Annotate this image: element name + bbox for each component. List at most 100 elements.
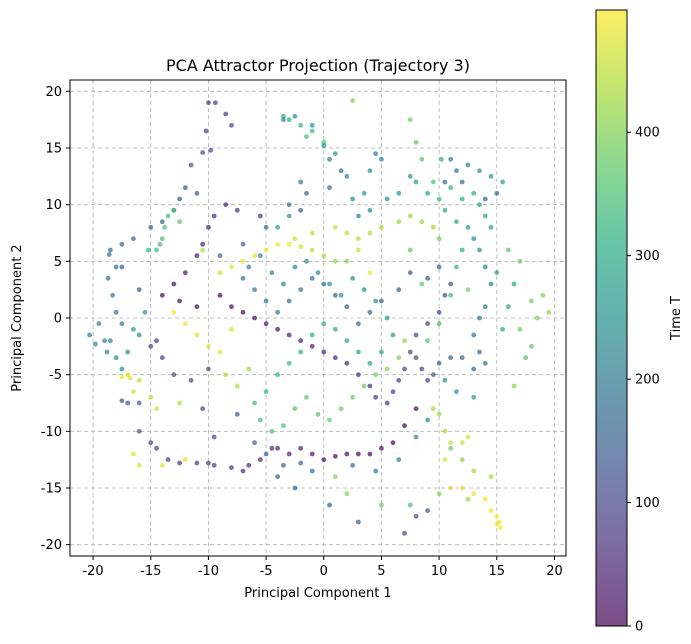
- scatter-point: [240, 468, 246, 474]
- scatter-point: [182, 457, 188, 463]
- scatter-point: [286, 202, 292, 208]
- scatter-point: [511, 383, 517, 389]
- x-tick-label: 15: [489, 564, 506, 579]
- scatter-point: [396, 287, 402, 293]
- scatter-point: [275, 372, 281, 378]
- scatter-point: [246, 462, 252, 468]
- scatter-point: [454, 168, 459, 174]
- scatter-point: [217, 253, 223, 259]
- colorbar-gradient: [595, 9, 628, 627]
- scatter-point: [327, 156, 332, 162]
- scatter-point: [379, 298, 384, 304]
- scatter-point: [286, 360, 292, 366]
- scatter-point: [136, 377, 142, 383]
- scatter-point: [373, 394, 379, 400]
- scatter-point: [148, 394, 154, 400]
- scatter-point: [177, 219, 182, 225]
- scatter-point: [528, 298, 534, 304]
- scatter-point: [119, 398, 125, 404]
- scatter-point: [275, 445, 281, 451]
- scatter-point: [419, 281, 425, 287]
- scatter-point: [344, 230, 350, 236]
- scatter-point: [488, 224, 494, 230]
- scatter-point: [436, 264, 442, 270]
- y-tick-label: 20: [45, 85, 62, 100]
- scatter-point: [211, 462, 217, 468]
- scatter-point: [384, 366, 390, 372]
- scatter-point: [234, 411, 240, 417]
- scatter-point: [338, 168, 344, 174]
- scatter-point: [379, 445, 384, 451]
- scatter-point: [240, 275, 246, 281]
- scatter-point: [413, 355, 419, 361]
- scatter-point: [217, 292, 223, 298]
- scatter-point: [471, 190, 477, 196]
- scatter-point: [110, 292, 116, 298]
- scatter-point: [119, 241, 125, 247]
- scatter-point: [505, 304, 511, 310]
- scatter-points: [87, 98, 552, 536]
- scatter-point: [200, 406, 206, 412]
- scatter-point: [373, 298, 379, 304]
- scatter-point: [361, 190, 367, 196]
- scatter-point: [448, 485, 454, 491]
- scatter-point: [436, 491, 442, 497]
- scatter-point: [528, 343, 534, 349]
- scatter-point: [367, 270, 373, 276]
- scatter-point: [280, 423, 286, 429]
- scatter-point: [488, 173, 494, 179]
- scatter-point: [379, 156, 384, 162]
- scatter-point: [477, 202, 482, 208]
- scatter-point: [159, 462, 165, 468]
- scatter-point: [177, 196, 182, 202]
- colorbar-frame: [595, 9, 628, 627]
- scatter-point: [298, 349, 304, 355]
- y-tick-label: -5: [49, 368, 62, 383]
- scatter-point: [217, 349, 223, 355]
- scatter-point: [442, 457, 448, 463]
- scatter-point: [494, 270, 500, 276]
- scatter-point: [286, 213, 292, 219]
- scatter-point: [292, 264, 298, 270]
- scatter-point: [459, 355, 465, 361]
- x-tick-label: 5: [377, 564, 385, 579]
- scatter-point: [448, 440, 454, 446]
- scatter-point: [257, 457, 263, 463]
- scatter-point: [148, 224, 154, 230]
- scatter-point: [136, 332, 142, 338]
- scatter-point: [87, 332, 93, 338]
- scatter-point: [182, 321, 188, 327]
- scatter-point: [309, 343, 315, 349]
- scatter-point: [430, 406, 436, 412]
- scatter-point: [165, 213, 171, 219]
- scatter-point: [390, 440, 396, 446]
- scatter-point: [355, 372, 361, 378]
- scatter-point: [534, 315, 540, 321]
- scatter-point: [459, 440, 465, 446]
- scatter-point: [309, 128, 315, 134]
- scatter-point: [327, 502, 332, 508]
- scatter-point: [436, 236, 442, 242]
- scatter-point: [425, 275, 430, 281]
- scatter-point: [442, 428, 448, 434]
- scatter-point: [246, 366, 252, 372]
- scatter-point: [159, 292, 165, 298]
- scatter-point: [471, 394, 477, 400]
- colorbar-tick-label: 100: [635, 496, 660, 511]
- scatter-point: [471, 468, 477, 474]
- scatter-point: [113, 355, 119, 361]
- scatter-point: [344, 360, 350, 366]
- scatter-point: [292, 485, 298, 491]
- scatter-point: [494, 190, 500, 196]
- scatter-point: [240, 258, 246, 264]
- scatter-point: [505, 247, 511, 253]
- scatter-point: [206, 460, 211, 466]
- scatter-point: [471, 491, 477, 497]
- scatter-point: [425, 338, 430, 344]
- scatter-point: [286, 241, 292, 247]
- scatter-point: [373, 151, 379, 157]
- scatter-point: [497, 525, 503, 531]
- scatter-point: [119, 264, 125, 270]
- scatter-point: [206, 366, 211, 372]
- scatter-point: [425, 377, 430, 383]
